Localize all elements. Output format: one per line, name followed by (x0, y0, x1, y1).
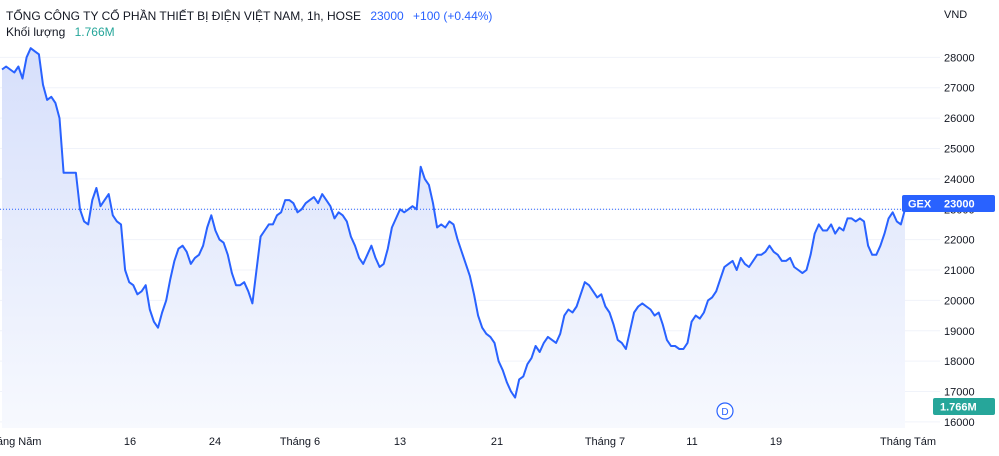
price-label-value: 23000 (944, 199, 975, 211)
price-tick-label: 20000 (944, 295, 975, 307)
price-area (2, 48, 905, 428)
time-tick-label: Tháng Năm (0, 436, 41, 448)
time-tick-label: Tháng 6 (280, 436, 320, 448)
time-axis[interactable]: Tháng Năm 16 24 Tháng 6 13 21 Tháng 7 11 19 Tháng… (0, 436, 936, 448)
price-label-tag: GEX 23000 (902, 195, 995, 212)
dividend-marker[interactable]: D (716, 402, 734, 420)
time-tick-label: 19 (770, 436, 782, 448)
dividend-letter: D (721, 407, 728, 418)
price-tick-label: 22000 (944, 235, 975, 247)
volume-value: 1.766M (74, 25, 115, 39)
price-tick-label: 19000 (944, 326, 975, 338)
chart-legend: TỔNG CÔNG TY CỔ PHẦN THIẾT BỊ ĐIỆN VIỆT … (6, 8, 492, 40)
time-tick-label: 11 (686, 436, 697, 448)
volume-badge: 1.766M (940, 402, 977, 414)
time-tick-label: Tháng Tám (880, 436, 936, 448)
price-tick-label: 25000 (944, 143, 975, 155)
time-tick-label: 24 (209, 436, 221, 448)
price-tick-label: 21000 (944, 265, 975, 277)
price-tick-label: 27000 (944, 83, 975, 95)
price-tick-label: 16000 (944, 417, 975, 429)
price-tick-label: 17000 (944, 387, 975, 399)
price-tick-label: 28000 (944, 52, 975, 64)
time-tick-label: Tháng 7 (585, 436, 625, 448)
volume-label[interactable]: Khối lượng (6, 25, 66, 39)
price-line (1, 47, 906, 399)
time-tick-label: 21 (491, 436, 503, 448)
currency-label: VND (944, 9, 967, 21)
time-tick-label: 13 (394, 436, 406, 448)
last-price: 23000 (370, 9, 404, 23)
price-tick-label: 24000 (944, 174, 975, 186)
volume-value-tag: 1.766M (933, 398, 995, 415)
price-tick-label: 18000 (944, 356, 975, 368)
price-change: +100 (+0.44%) (413, 9, 493, 23)
symbol-title[interactable]: TỔNG CÔNG TY CỔ PHẦN THIẾT BỊ ĐIỆN VIỆT … (6, 9, 361, 23)
price-label-ticker: GEX (908, 199, 932, 211)
price-axis[interactable]: VND 16000 17000 18000 19000 20000 21000 22000 2… (944, 9, 975, 429)
time-tick-label: 16 (124, 436, 136, 448)
price-tick-label: 26000 (944, 113, 975, 125)
